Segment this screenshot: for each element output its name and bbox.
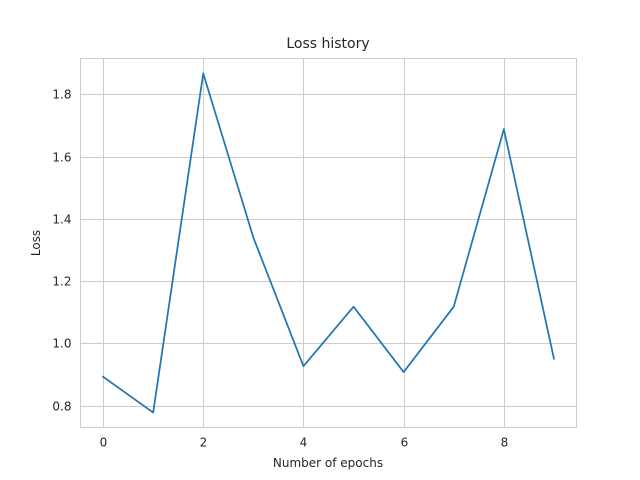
y-tick-label: 1.0	[52, 337, 71, 351]
y-tick-label: 1.2	[52, 275, 71, 289]
series-line	[101, 72, 555, 414]
x-axis: 0 2 4 6 8	[100, 436, 509, 450]
y-axis-label: Loss	[29, 230, 43, 256]
x-tick-label: 6	[401, 436, 409, 450]
y-tick-label: 1.6	[52, 151, 71, 165]
x-axis-label: Number of epochs	[273, 456, 383, 470]
x-tick-label: 4	[300, 436, 308, 450]
y-tick-label: 1.4	[52, 213, 71, 227]
x-tick-label: 2	[200, 436, 208, 450]
y-tick-label: 0.8	[52, 400, 71, 414]
series-layer	[101, 72, 555, 414]
y-axis: 0.8 1.0 1.2 1.4 1.6 1.8	[52, 88, 71, 414]
x-tick-label: 0	[100, 436, 108, 450]
plot-frame	[80, 58, 577, 428]
chart-title: Loss history	[286, 36, 369, 52]
y-tick-label: 1.8	[52, 88, 71, 102]
grid-layer	[80, 58, 577, 428]
x-tick-label: 8	[501, 436, 509, 450]
